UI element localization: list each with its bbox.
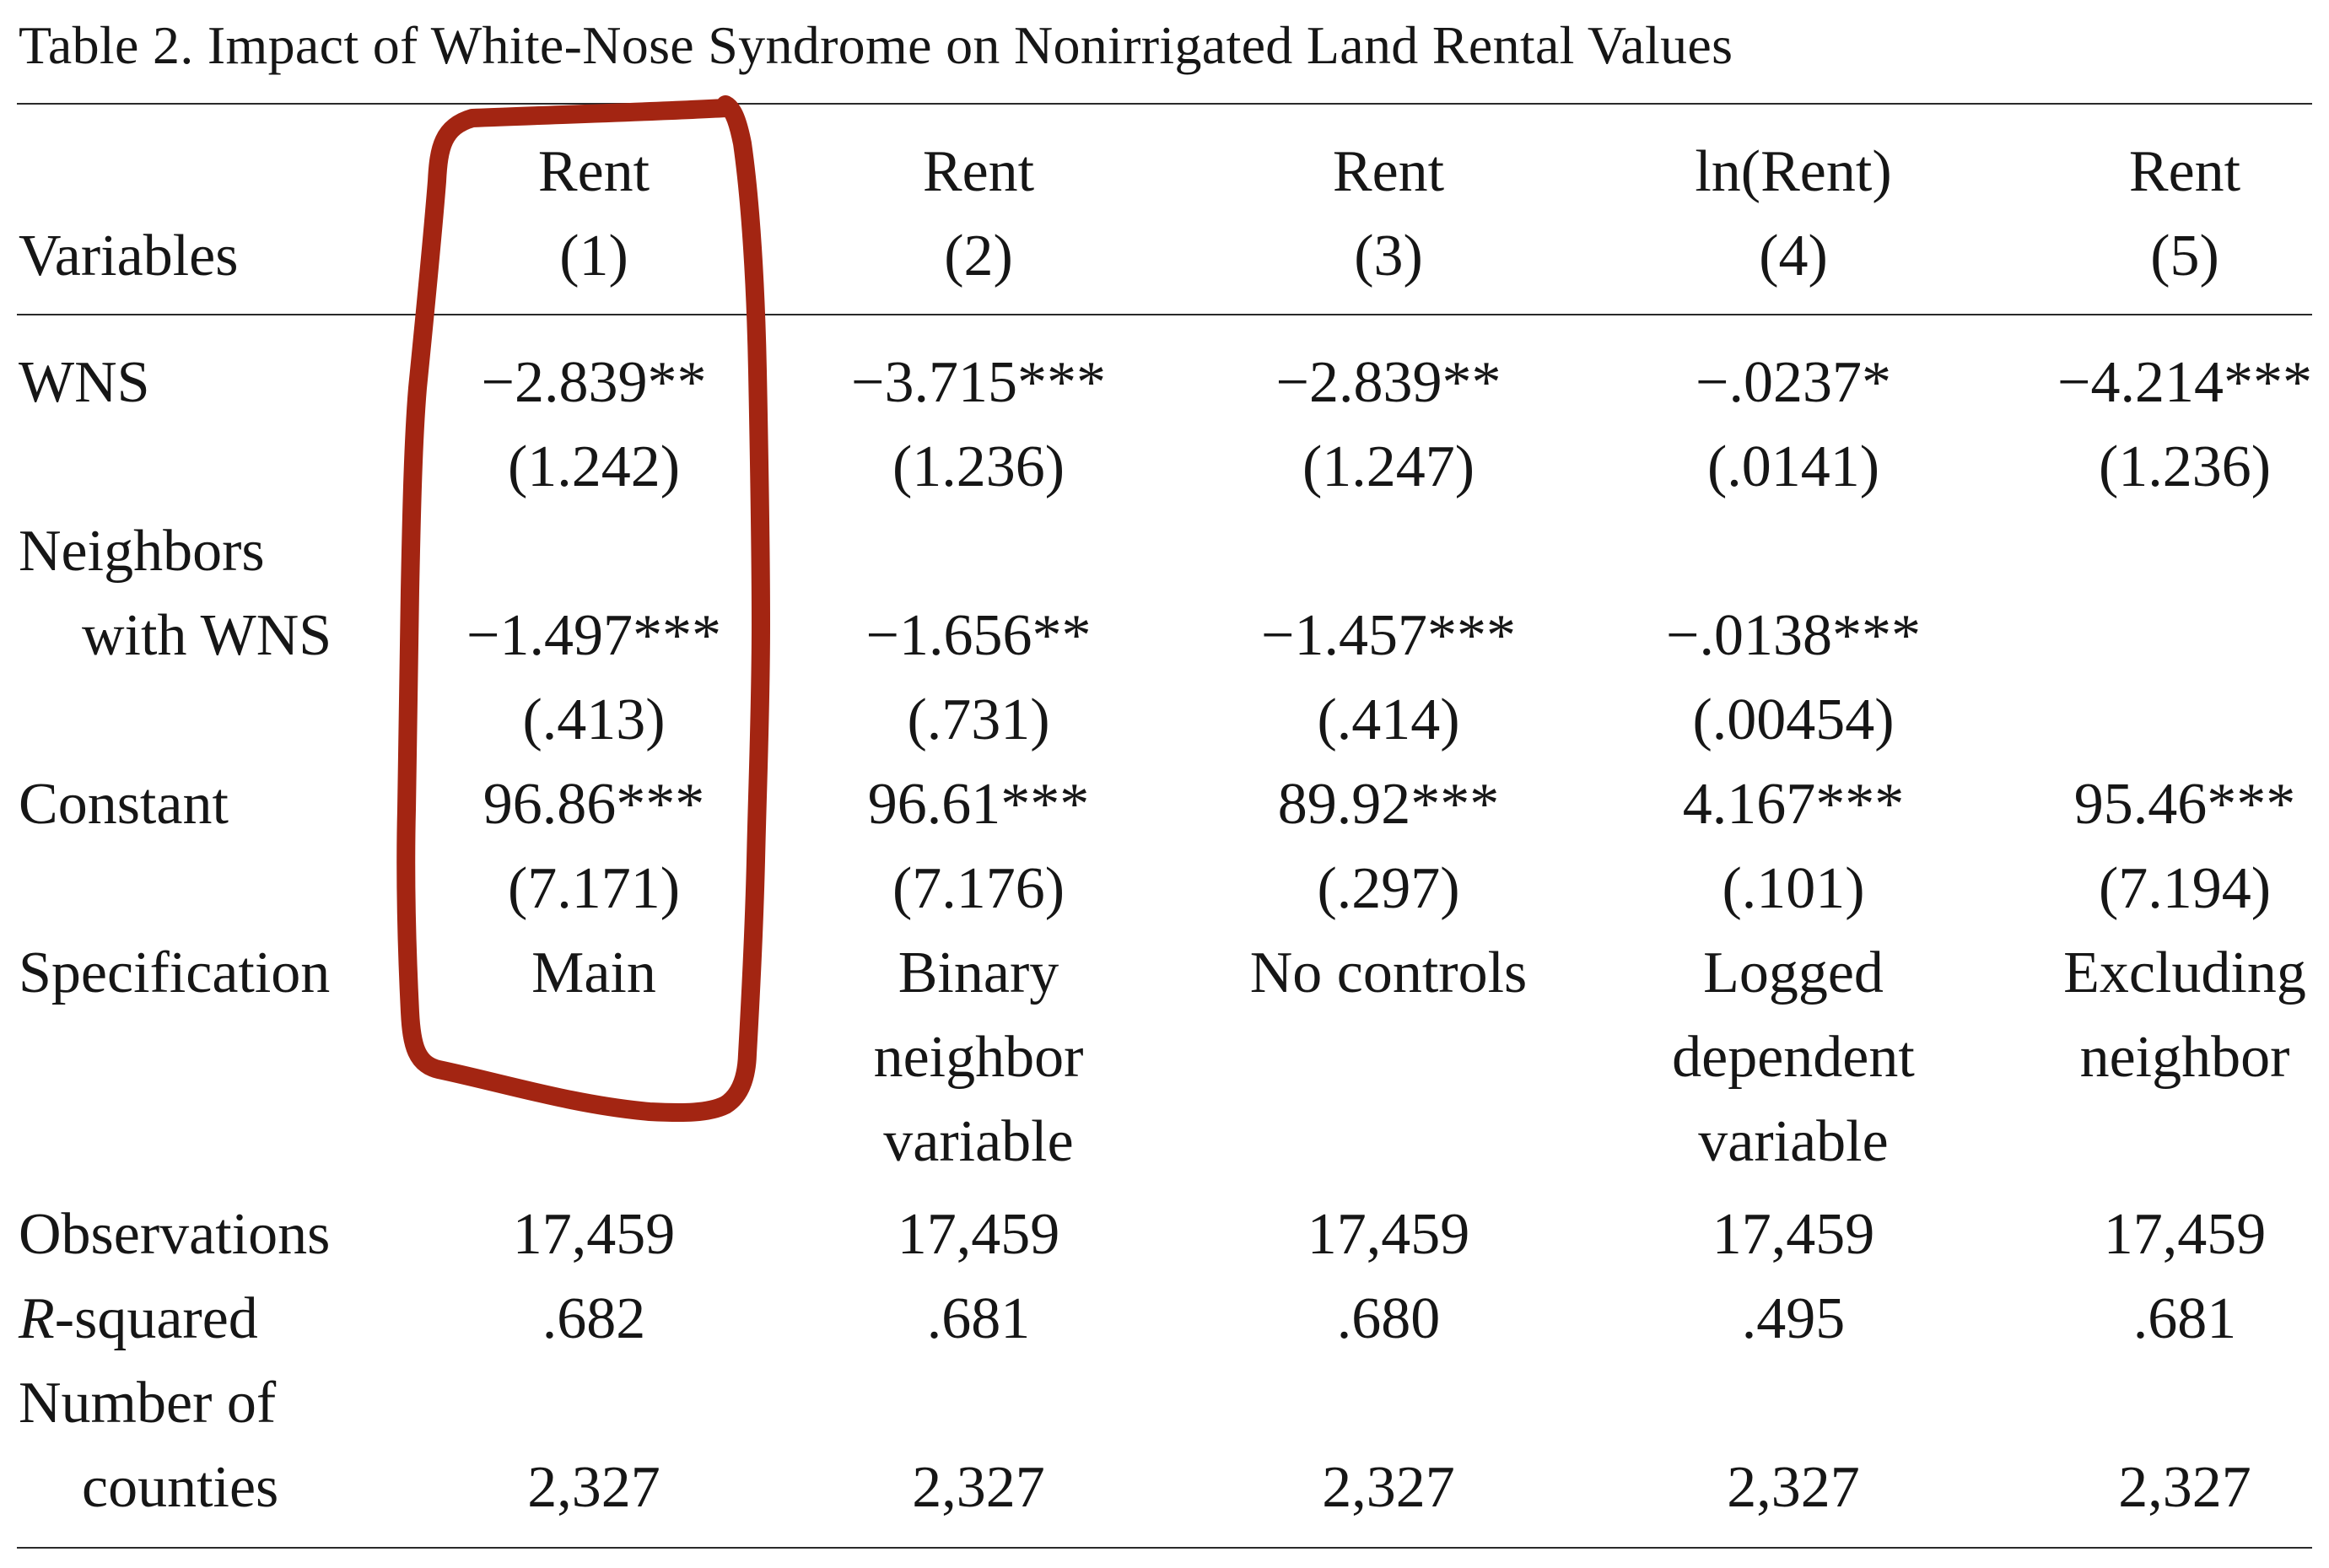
constant-se-col2: (7.176) <box>892 856 1065 921</box>
observations-label: Observations <box>19 1202 331 1267</box>
spec-col2-line2: neighbor <box>873 1025 1084 1090</box>
header-rule <box>17 314 2312 315</box>
counties-col1: 2,327 <box>527 1455 660 1520</box>
col3-number: (3) <box>1354 224 1423 288</box>
observations-col3: 17,459 <box>1307 1202 1470 1267</box>
r-squared-col5: .681 <box>2132 1286 2237 1351</box>
constant-coef-col5: 95.46*** <box>2073 772 2296 837</box>
r-squared-label: R-squared <box>19 1277 258 1361</box>
counties-col5: 2,327 <box>2118 1455 2251 1520</box>
wns-se-col2: (1.236) <box>892 434 1065 499</box>
constant-coef-col3: 89.92*** <box>1277 772 1500 837</box>
constant-coef-col4: 4.167*** <box>1682 772 1905 837</box>
r-squared-col3: .680 <box>1336 1286 1441 1351</box>
observations-col4: 17,459 <box>1712 1202 1875 1267</box>
constant-se-col4: (.101) <box>1722 856 1865 921</box>
spec-col5-line2: neighbor <box>2079 1025 2290 1090</box>
constant-se-col5: (7.194) <box>2098 856 2272 921</box>
col4-number: (4) <box>1759 224 1828 288</box>
spec-col3: No controls <box>1249 940 1528 1005</box>
wns-coef-col3: −2.839** <box>1275 350 1501 415</box>
wns-se-col3: (1.247) <box>1302 434 1475 499</box>
wns-coef-col5: −4.214*** <box>2057 350 2312 415</box>
wns-coef-col2: −3.715*** <box>851 350 1106 415</box>
constant-label: Constant <box>19 772 229 837</box>
r-squared-col2: .681 <box>926 1286 1031 1351</box>
col2-number: (2) <box>944 224 1013 288</box>
spec-col4-line2: dependent <box>1672 1025 1915 1090</box>
col4-dependent-var: ln(Rent) <box>1695 139 1892 204</box>
col5-dependent-var: Rent <box>2128 139 2241 204</box>
r-squared-col4: .495 <box>1741 1286 1846 1351</box>
observations-col1: 17,459 <box>512 1202 676 1267</box>
wns-label: WNS <box>19 350 150 415</box>
counties-col4: 2,327 <box>1727 1455 1860 1520</box>
observations-col5: 17,459 <box>2103 1202 2267 1267</box>
col2-dependent-var: Rent <box>922 139 1035 204</box>
spec-col5-line1: Excluding <box>2063 940 2306 1005</box>
counties-label-line1: Number of <box>19 1371 277 1436</box>
bottom-rule <box>17 1547 2312 1549</box>
col5-number: (5) <box>2150 224 2219 288</box>
table-title: Table 2. Impact of White-Nose Syndrome o… <box>19 15 1733 75</box>
neighbors-se-col3: (.414) <box>1317 687 1460 752</box>
spec-col2-line3: variable <box>883 1109 1074 1174</box>
neighbors-se-col2: (.731) <box>907 687 1050 752</box>
neighbors-coef-col3: −1.457*** <box>1261 603 1516 668</box>
wns-se-col4: (.0141) <box>1706 434 1880 499</box>
wns-se-col5: (1.236) <box>2098 434 2272 499</box>
spec-col4-line3: variable <box>1698 1109 1889 1174</box>
neighbors-coef-col2: −1.656** <box>865 603 1092 668</box>
neighbors-label-line2: with WNS <box>82 603 332 668</box>
counties-col3: 2,327 <box>1322 1455 1455 1520</box>
neighbors-label-line1: Neighbors <box>19 519 265 584</box>
constant-se-col3: (.297) <box>1317 856 1460 921</box>
wns-coef-col4: −.0237* <box>1696 350 1891 415</box>
counties-label-line2: counties <box>82 1455 279 1520</box>
top-rule <box>17 103 2312 105</box>
neighbors-coef-col4: −.0138*** <box>1666 603 1921 668</box>
spec-col4-line1: Logged <box>1703 940 1884 1005</box>
r-squared-col1: .682 <box>542 1286 646 1351</box>
constant-coef-col2: 96.61*** <box>867 772 1090 837</box>
r-squared-label-rest: -squared <box>54 1286 258 1351</box>
r-squared-label-italic: R <box>19 1286 55 1351</box>
specification-label: Specification <box>19 940 331 1005</box>
counties-col2: 2,327 <box>912 1455 1045 1520</box>
spec-col2-line1: Binary <box>898 940 1059 1005</box>
col3-dependent-var: Rent <box>1332 139 1445 204</box>
neighbors-se-col4: (.00454) <box>1692 687 1895 752</box>
observations-col2: 17,459 <box>897 1202 1060 1267</box>
variables-header: Variables <box>19 224 239 288</box>
